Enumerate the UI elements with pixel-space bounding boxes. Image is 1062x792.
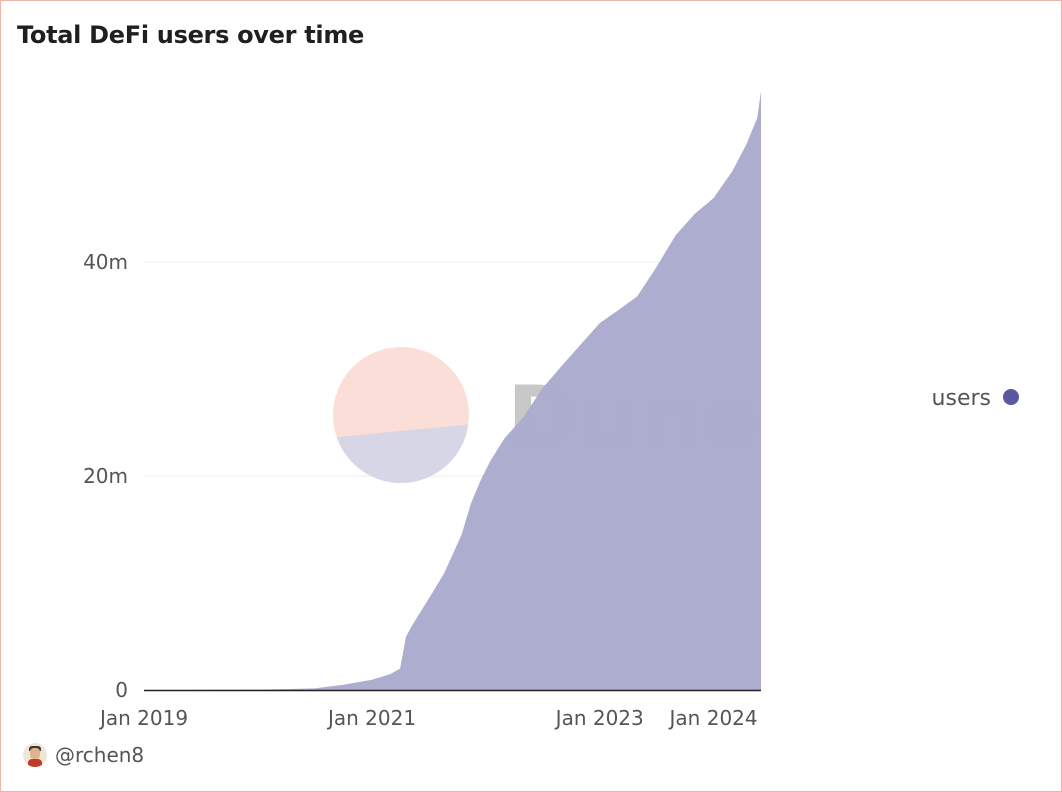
- watermark-circle-bottom: [336, 424, 469, 484]
- legend: users: [932, 386, 1019, 411]
- x-tick-label-0: Jan 2019: [98, 706, 188, 730]
- y-tick-label-1: 20m: [83, 464, 128, 488]
- author[interactable]: @rchen8: [23, 743, 144, 767]
- legend-label-users: users: [932, 386, 991, 411]
- author-handle: @rchen8: [55, 743, 145, 767]
- area-layer: [144, 91, 761, 690]
- x-axis: Jan 2019 Jan 2021 Jan 2023 Jan 2024: [98, 689, 761, 730]
- legend-dot-users: [1003, 389, 1019, 405]
- x-tick-label-2: Jan 2023: [554, 706, 644, 730]
- chart-title: Total DeFi users over time: [17, 21, 365, 49]
- y-tick-label-2: 40m: [83, 250, 128, 274]
- x-tick-label-1: Jan 2021: [326, 706, 416, 730]
- y-tick-label-0: 0: [115, 678, 128, 702]
- y-axis: 0 20m 40m: [83, 250, 128, 702]
- x-tick-label-3: Jan 2024: [668, 706, 758, 730]
- series-area-users: [144, 91, 761, 690]
- user-avatar-icon: [23, 743, 47, 767]
